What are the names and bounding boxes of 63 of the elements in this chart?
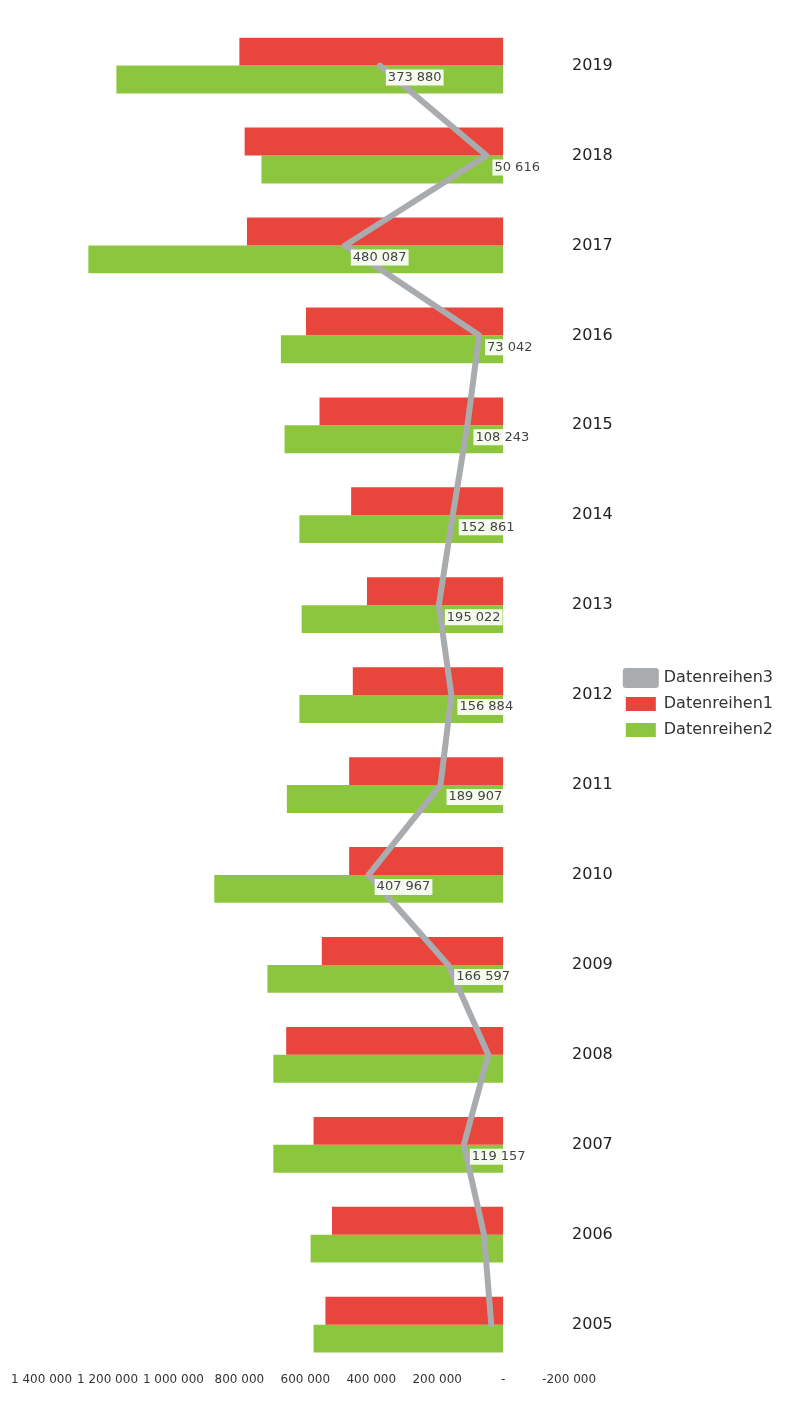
y-tick-label: 2016 [572, 324, 613, 344]
bar [116, 65, 504, 94]
bar [313, 1116, 504, 1145]
data-label: 373 880 [387, 68, 442, 84]
data-label: 189 907 [448, 788, 503, 804]
bar [310, 1234, 504, 1263]
data-label: 195 022 [446, 608, 501, 624]
x-tick-label: - [500, 1371, 506, 1386]
data-label: 50 616 [494, 158, 540, 174]
data-label: 407 967 [376, 878, 431, 894]
bar [88, 245, 504, 274]
bar [319, 397, 504, 426]
y-tick-label: 2005 [572, 1313, 613, 1333]
bar [305, 307, 504, 336]
y-tick-label: 2009 [572, 954, 613, 974]
y-tick-label: 2008 [572, 1043, 613, 1063]
data-label: 480 087 [352, 248, 407, 264]
bar [273, 1144, 504, 1173]
y-tick-label: 2007 [572, 1133, 613, 1153]
bar [349, 757, 504, 786]
bar [332, 1206, 504, 1235]
data-label: 73 042 [487, 338, 533, 354]
bar [246, 217, 504, 246]
y-tick-label: 2019 [572, 54, 613, 74]
bar [284, 425, 504, 454]
y-tick-label: 2014 [572, 504, 613, 524]
y-tick-label: 2015 [572, 414, 613, 434]
data-label: 108 243 [475, 428, 530, 444]
bar [214, 874, 504, 903]
x-tick-label: 600 000 [280, 1371, 331, 1386]
x-tick-label: 400 000 [346, 1371, 397, 1386]
legend-label: Datenreihen1 [663, 693, 773, 713]
data-label: 119 157 [471, 1148, 526, 1164]
bar [280, 335, 504, 364]
x-tick-label: 1 400 000 [11, 1371, 73, 1386]
legend-label: Datenreihen3 [663, 667, 773, 687]
bar [273, 1054, 504, 1083]
y-tick-label: 2011 [572, 774, 613, 794]
y-tick-label: 2006 [572, 1223, 613, 1243]
bar [313, 1324, 504, 1353]
bar [351, 487, 504, 516]
y-tick-label: 2012 [572, 684, 613, 704]
x-tick-label: 200 000 [412, 1371, 463, 1386]
bar [366, 577, 504, 606]
y-tick-label: 2013 [572, 594, 613, 614]
y-tick-label: 2010 [572, 864, 613, 884]
x-tick-label: 1 200 000 [76, 1371, 139, 1386]
legend-label: Datenreihen2 [663, 719, 773, 739]
data-label: 166 597 [456, 968, 510, 984]
bar [325, 1296, 504, 1325]
y-tick-label: 2018 [572, 144, 613, 164]
data-label: 152 861 [460, 518, 515, 534]
bar [321, 937, 504, 965]
y-tick-label: 2017 [572, 234, 613, 254]
bar [239, 37, 504, 66]
x-tick-label: -200 000 [542, 1371, 597, 1386]
bar [352, 667, 504, 696]
x-tick-label: 800 000 [214, 1371, 265, 1386]
bar [244, 127, 504, 156]
bar [349, 847, 504, 875]
data-label: 156 884 [459, 698, 514, 714]
bar [286, 1026, 504, 1055]
x-tick-label: 1 000 000 [142, 1371, 204, 1386]
